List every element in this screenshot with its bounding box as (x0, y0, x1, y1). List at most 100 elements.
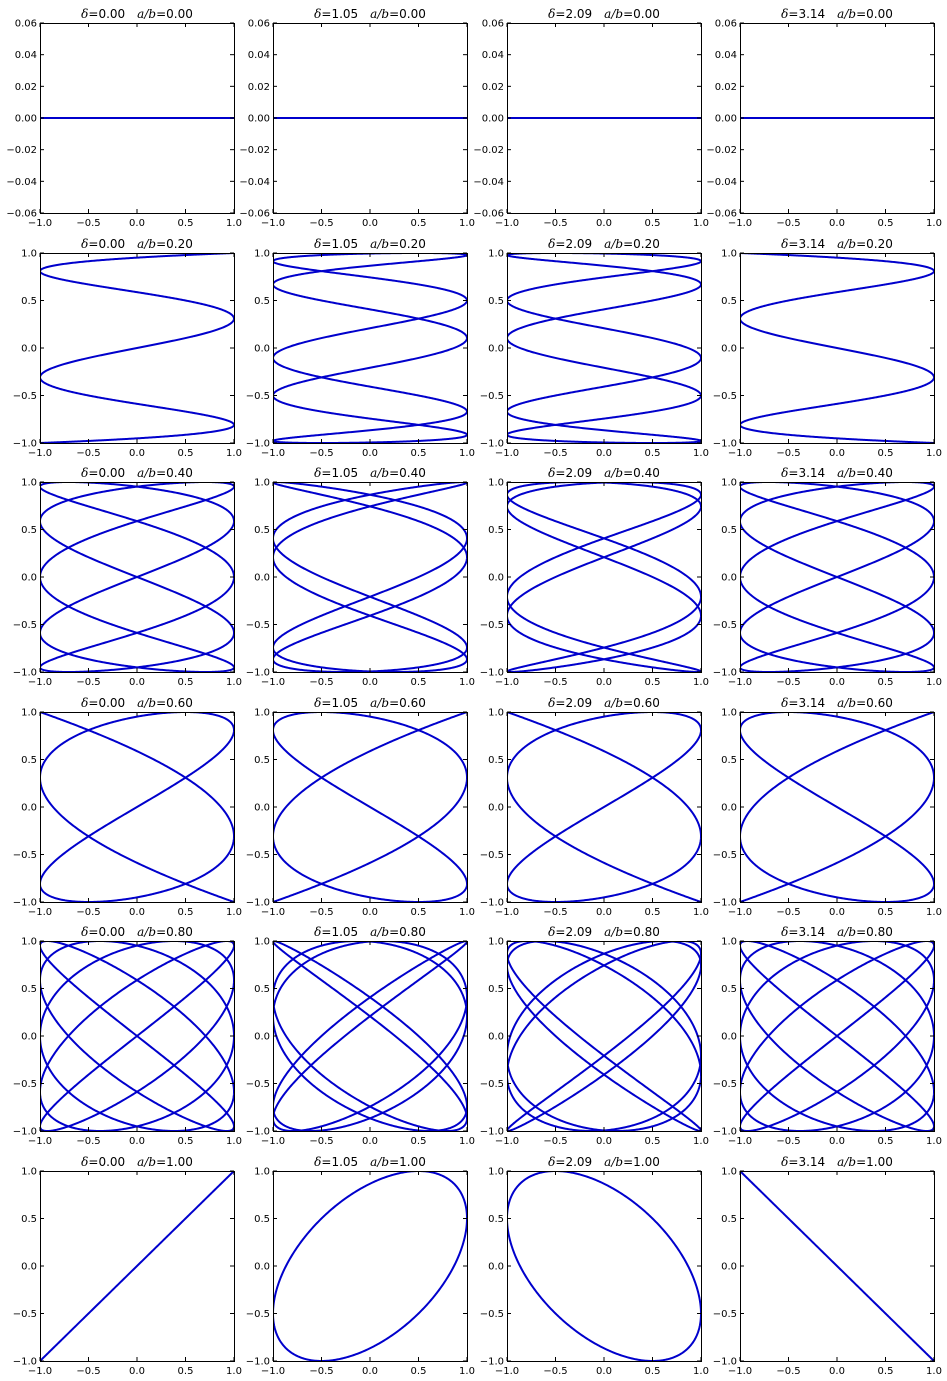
ratio-value: =0.60 (623, 696, 660, 710)
delta-value: =0.00 (88, 466, 137, 480)
delta-value: =0.00 (88, 1155, 137, 1169)
delta-symbol: δ (314, 7, 321, 21)
delta-value: =3.14 (788, 696, 837, 710)
subplot-r1-c0: −1.0 −0.5 0.0 0.5 1.0 1.0 0.5 0.0 −0.5 −1.0 δ=0.00… (13, 237, 242, 459)
x-tick-label: 1.0 (693, 907, 709, 918)
y-tick-label: 0.5 (21, 296, 37, 307)
y-tick-label: −1.0 (480, 1357, 504, 1368)
x-tick-label: 0.5 (178, 1366, 194, 1377)
delta-symbol: δ (81, 237, 88, 251)
ratio-value: =0.80 (623, 925, 660, 939)
x-tick-label: 0.0 (362, 218, 378, 229)
x-tick-label: 0.5 (878, 907, 894, 918)
subplot-title: δ=0.00 a/b=0.40 (81, 466, 193, 480)
y-tick-label: −0.06 (6, 209, 37, 220)
axes-frame (273, 482, 468, 673)
subplot-r5-c1: −1.0 −0.5 0.0 0.5 1.0 1.0 0.5 0.0 −0.5 −1.0 δ=1.05… (246, 1155, 475, 1377)
ratio-symbol: a/b (137, 1155, 156, 1169)
x-tick-label: 1.0 (926, 1136, 942, 1147)
x-tick-label: 1.0 (459, 218, 475, 229)
y-tick-label: −0.5 (246, 1309, 270, 1320)
x-tick-label: 1.0 (693, 677, 709, 688)
ratio-symbol: a/b (837, 925, 856, 939)
delta-symbol: δ (314, 696, 321, 710)
y-tick-label: 0.5 (721, 1214, 737, 1225)
y-tick-label: 1.0 (254, 249, 270, 260)
y-tick-label: 0.06 (482, 19, 504, 30)
delta-value: =1.05 (321, 237, 370, 251)
y-tick-label: 0.04 (715, 50, 737, 61)
delta-symbol: δ (81, 1155, 88, 1169)
x-tick-label: 0.0 (129, 448, 145, 459)
x-tick-label: 0.0 (129, 1136, 145, 1147)
y-tick-label: 0.5 (254, 984, 270, 995)
delta-symbol: δ (548, 925, 555, 939)
subplot-r0-c3: −1.0 −0.5 0.0 0.5 1.0 0.06 0.04 0.02 0.00 −0.02 −0… (706, 7, 942, 229)
delta-value: =2.09 (555, 7, 604, 21)
lissajous-curve (40, 1171, 234, 1361)
delta-symbol: δ (81, 466, 88, 480)
ratio-value: =0.60 (156, 696, 193, 710)
y-tick-label: −0.06 (473, 209, 504, 220)
x-tick-label: 0.0 (596, 218, 612, 229)
y-tick-label: 0.0 (254, 1262, 270, 1273)
lissajous-curve (40, 712, 234, 902)
x-tick-label: 0.5 (645, 907, 661, 918)
x-tick-label: −1.0 (728, 448, 752, 459)
lissajous-curve (273, 712, 467, 902)
y-tick-label: 1.0 (21, 708, 37, 719)
x-tick-label: 1.0 (226, 218, 242, 229)
y-tick-label: −0.5 (480, 391, 504, 402)
subplot-title: δ=0.00 a/b=0.60 (81, 696, 193, 710)
axes-frame (507, 253, 702, 444)
subplot-title: δ=3.14 a/b=0.20 (781, 237, 893, 251)
y-tick-label: 0.5 (721, 296, 737, 307)
x-tick-label: 0.0 (829, 448, 845, 459)
ratio-symbol: a/b (604, 925, 623, 939)
x-tick-label: −1.0 (261, 1366, 285, 1377)
subplot-r4-c2: −1.0 −0.5 0.0 0.5 1.0 1.0 0.5 0.0 −0.5 −1.0 δ=2.09… (480, 925, 709, 1147)
x-tick-label: 0.5 (178, 218, 194, 229)
ratio-value: =0.00 (389, 7, 426, 21)
y-tick-label: 0.5 (21, 984, 37, 995)
y-tick-label: −0.5 (246, 850, 270, 861)
x-tick-label: 0.5 (178, 907, 194, 918)
ratio-value: =1.00 (856, 1155, 893, 1169)
ratio-symbol: a/b (604, 7, 623, 21)
ratio-value: =0.80 (389, 925, 426, 939)
subplot-r3-c3: −1.0 −0.5 0.0 0.5 1.0 1.0 0.5 0.0 −0.5 −1.0 δ=3.14… (713, 696, 942, 918)
subplot-r1-c1: −1.0 −0.5 0.0 0.5 1.0 1.0 0.5 0.0 −0.5 −1.0 δ=1.05… (246, 237, 475, 459)
y-tick-label: 1.0 (254, 708, 270, 719)
subplot-title: δ=2.09 a/b=0.20 (548, 237, 660, 251)
ratio-symbol: a/b (604, 1155, 623, 1169)
delta-value: =0.00 (88, 7, 137, 21)
delta-value: =2.09 (555, 237, 604, 251)
y-tick-label: 0.0 (721, 344, 737, 355)
y-tick-label: −0.5 (713, 620, 737, 631)
x-tick-label: −1.0 (261, 907, 285, 918)
y-tick-label: 0.00 (715, 114, 737, 125)
y-tick-label: 0.5 (488, 984, 504, 995)
subplot-title: δ=1.05 a/b=1.00 (314, 1155, 426, 1169)
x-tick-label: −0.5 (776, 218, 800, 229)
x-tick-label: 0.0 (829, 1366, 845, 1377)
x-tick-label: 1.0 (693, 1136, 709, 1147)
x-tick-label: −1.0 (728, 907, 752, 918)
ratio-value: =0.40 (389, 466, 426, 480)
subplot-r5-c0: −1.0 −0.5 0.0 0.5 1.0 1.0 0.5 0.0 −0.5 −1.0 δ=0.00… (13, 1155, 242, 1377)
delta-value: =0.00 (88, 696, 137, 710)
x-tick-label: 0.5 (878, 1366, 894, 1377)
y-tick-label: 0.00 (482, 114, 504, 125)
y-tick-label: 1.0 (254, 478, 270, 489)
ratio-symbol: a/b (370, 237, 389, 251)
y-tick-label: −1.0 (480, 439, 504, 450)
y-tick-label: 0.0 (488, 573, 504, 584)
y-tick-label: −1.0 (713, 1357, 737, 1368)
subplot-r0-c0: −1.0 −0.5 0.0 0.5 1.0 0.06 0.04 0.02 0.00 −0.02 −0… (6, 7, 242, 229)
ratio-symbol: a/b (370, 1155, 389, 1169)
y-tick-label: 0.5 (21, 755, 37, 766)
y-tick-label: 0.00 (248, 114, 270, 125)
x-tick-label: 1.0 (926, 448, 942, 459)
subplot-title: δ=0.00 a/b=0.20 (81, 237, 193, 251)
x-tick-label: −0.5 (309, 1366, 333, 1377)
